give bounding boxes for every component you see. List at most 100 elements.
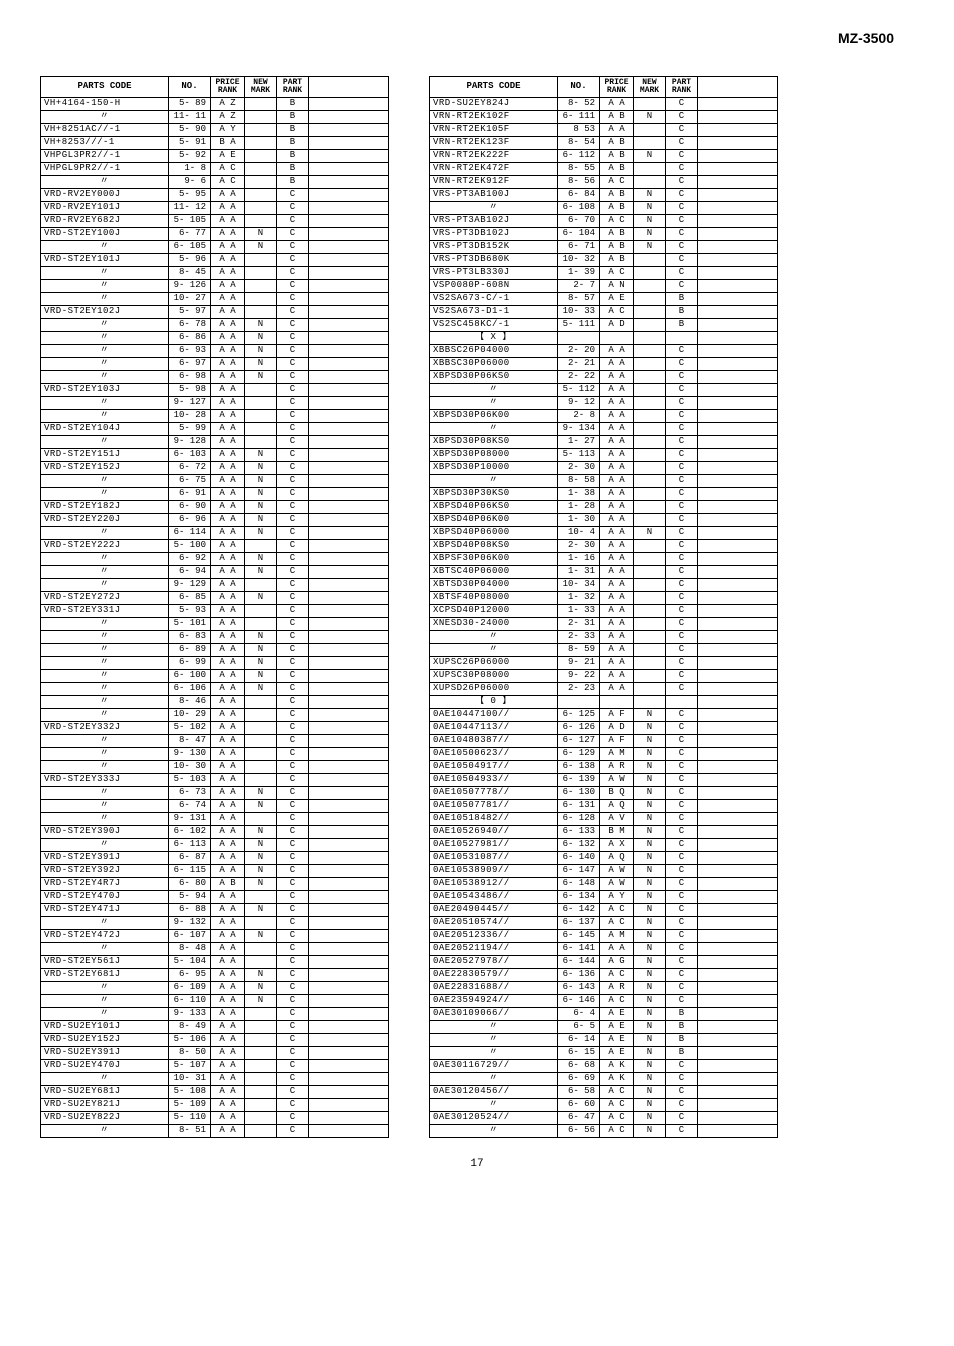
cell-desc — [698, 865, 778, 878]
cell-no: 2- 21 — [558, 358, 600, 371]
cell-part: C — [666, 137, 698, 150]
cell-code: VRD-ST2EY390J — [41, 826, 169, 839]
cell-no — [558, 696, 600, 709]
cell-part: C — [277, 371, 309, 384]
cell-code: 〃 — [430, 1073, 558, 1086]
cell-new — [245, 1021, 277, 1034]
cell-price: A A — [211, 540, 245, 553]
cell-price: A G — [600, 956, 634, 969]
cell-new — [245, 917, 277, 930]
cell-part: C — [277, 904, 309, 917]
cell-code: 〃 — [41, 618, 169, 631]
cell-part: C — [666, 124, 698, 137]
cell-no: 6- 68 — [558, 1060, 600, 1073]
cell-part: C — [666, 995, 698, 1008]
cell-no: 6- 89 — [169, 644, 211, 657]
cell-code: VRD-ST2EY472J — [41, 930, 169, 943]
cell-desc — [698, 566, 778, 579]
table-row: 〃6- 106A ANC — [41, 683, 389, 696]
cell-price: A C — [600, 306, 634, 319]
cell-part: C — [277, 514, 309, 527]
table-row: 0AE30120524//6- 47A CNC — [430, 1112, 778, 1125]
cell-new — [245, 1073, 277, 1086]
cell-no: 10- 29 — [169, 709, 211, 722]
cell-desc — [309, 1086, 389, 1099]
cell-part: C — [666, 787, 698, 800]
cell-desc — [698, 527, 778, 540]
table-row: VRD-ST2EY392J6- 115A ANC — [41, 865, 389, 878]
tables-container: PARTS CODE NO. PRICERANK NEWMARK PARTRAN… — [40, 76, 914, 1138]
cell-new — [245, 189, 277, 202]
cell-new: N — [245, 969, 277, 982]
cell-desc — [698, 670, 778, 683]
cell-price: A B — [600, 228, 634, 241]
cell-new — [245, 1060, 277, 1073]
cell-code: VS2SA673-D1-1 — [430, 306, 558, 319]
cell-desc — [698, 111, 778, 124]
cell-code: 0AE30120456// — [430, 1086, 558, 1099]
cell-new — [634, 397, 666, 410]
cell-code: VRD-ST2EY471J — [41, 904, 169, 917]
cell-code: VRD-ST2EY272J — [41, 592, 169, 605]
table-row: VSP0080P-608N2- 7A NC — [430, 280, 778, 293]
cell-no: 8- 57 — [558, 293, 600, 306]
table-row: VH+8253///-15- 91B AB — [41, 137, 389, 150]
cell-no: 6- 78 — [169, 319, 211, 332]
cell-desc — [309, 501, 389, 514]
cell-no: 6- 83 — [169, 631, 211, 644]
cell-new: N — [634, 761, 666, 774]
cell-price: A A — [211, 371, 245, 384]
cell-no: 8- 56 — [558, 176, 600, 189]
cell-code: 〃 — [430, 384, 558, 397]
cell-no: 5- 112 — [558, 384, 600, 397]
cell-code: VRS-PT3AB102J — [430, 215, 558, 228]
cell-code: 0AE30109066// — [430, 1008, 558, 1021]
cell-desc — [698, 722, 778, 735]
cell-no: 5- 96 — [169, 254, 211, 267]
cell-new: N — [245, 839, 277, 852]
cell-no: 6- 132 — [558, 839, 600, 852]
table-row: 0AE10531087//6- 140A QNC — [430, 852, 778, 865]
cell-price: A W — [600, 878, 634, 891]
cell-price: A A — [600, 397, 634, 410]
cell-price: A A — [211, 436, 245, 449]
table-row: 〃6- 91A ANC — [41, 488, 389, 501]
cell-part: C — [666, 930, 698, 943]
cell-code: 〃 — [41, 943, 169, 956]
cell-part: C — [277, 462, 309, 475]
cell-price: A A — [600, 553, 634, 566]
cell-price: A R — [600, 761, 634, 774]
table-row: VRS-PT3DB152K6- 71A BNC — [430, 241, 778, 254]
cell-no: 6- 77 — [169, 228, 211, 241]
cell-price: A A — [211, 449, 245, 462]
cell-part: C — [666, 410, 698, 423]
cell-part: C — [666, 189, 698, 202]
cell-price: A B — [600, 163, 634, 176]
cell-part: C — [666, 150, 698, 163]
cell-desc — [309, 228, 389, 241]
cell-desc — [698, 98, 778, 111]
table-row: VRD-ST2EY390J6- 102A ANC — [41, 826, 389, 839]
table-row: VRD-ST2EY182J6- 90A ANC — [41, 501, 389, 514]
cell-desc — [309, 722, 389, 735]
cell-part: C — [277, 982, 309, 995]
cell-price: A F — [600, 709, 634, 722]
cell-part: C — [666, 215, 698, 228]
table-row: VRD-SU2EY821J5- 109A AC — [41, 1099, 389, 1112]
cell-desc — [309, 917, 389, 930]
cell-part: C — [277, 1047, 309, 1060]
cell-desc — [698, 735, 778, 748]
cell-desc — [698, 995, 778, 1008]
cell-price: A A — [211, 306, 245, 319]
table-row: 〃9- 127A AC — [41, 397, 389, 410]
cell-new — [634, 514, 666, 527]
table-row: VRD-ST2EY333J5- 103A AC — [41, 774, 389, 787]
cell-desc — [309, 761, 389, 774]
cell-no: 6- 114 — [169, 527, 211, 540]
cell-price: A A — [211, 488, 245, 501]
cell-price: A A — [211, 774, 245, 787]
cell-new: N — [634, 1073, 666, 1086]
cell-new — [245, 722, 277, 735]
cell-part: C — [277, 280, 309, 293]
cell-no: 6- 145 — [558, 930, 600, 943]
